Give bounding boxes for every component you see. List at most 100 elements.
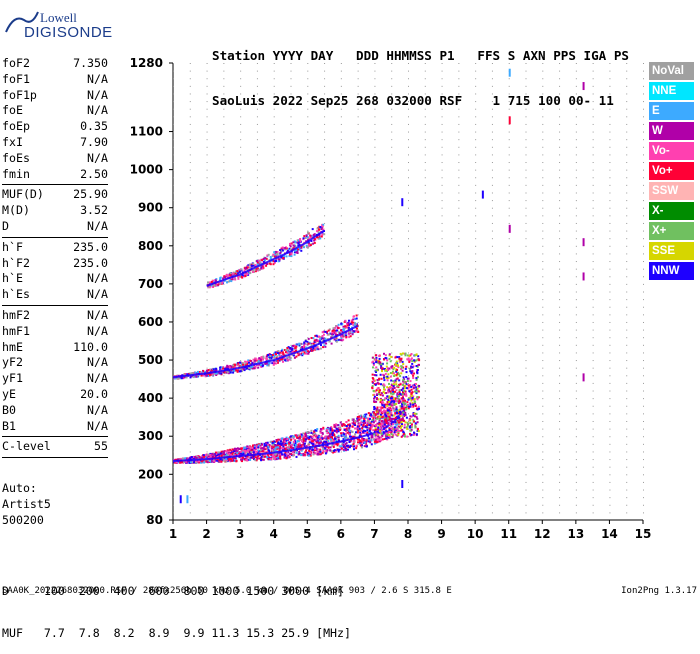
grid-dot [458,482,459,483]
grid-dot [609,246,610,247]
grid-dot [425,307,426,308]
grid-dot [492,474,493,475]
grid-dot [341,406,342,407]
grid-dot [643,322,644,323]
data-point [366,446,368,448]
grid-dot [190,398,191,399]
grid-dot [425,147,426,148]
grid-dot [475,512,476,513]
data-point [324,346,326,348]
grid-dot [358,200,359,201]
grid-dot [190,345,191,346]
data-point [279,454,281,456]
data-point [250,457,252,459]
grid-dot [374,352,375,353]
grid-dot [190,208,191,209]
grid-dot [358,444,359,445]
grid-dot [643,512,644,513]
grid-dot [593,231,594,232]
grid-dot [358,512,359,513]
data-point [316,439,318,441]
grid-dot [458,307,459,308]
grid-dot [274,429,275,430]
grid-dot [324,147,325,148]
data-point [339,426,341,428]
grid-dot [408,352,409,353]
data-point [253,451,255,453]
grid-dot [526,375,527,376]
grid-dot [526,223,527,224]
data-point [358,416,360,418]
grid-dot [207,162,208,163]
grid-dot [442,246,443,247]
data-point [279,456,281,458]
data-point [213,454,215,456]
grid-dot [425,185,426,186]
grid-dot [442,345,443,346]
grid-dot [542,147,543,148]
grid-dot [458,261,459,262]
grid-dot [542,330,543,331]
grid-dot [274,299,275,300]
grid-dot [626,444,627,445]
data-point [290,439,292,441]
grid-dot [274,132,275,133]
grid-dot [240,375,241,376]
grid-dot [526,276,527,277]
grid-dot [609,177,610,178]
grid-dot [509,360,510,361]
grid-dot [358,139,359,140]
grid-dot [240,299,241,300]
grid-dot [542,413,543,414]
grid-dot [425,406,426,407]
grid-dot [240,490,241,491]
grid-dot [257,391,258,392]
grid-dot [408,139,409,140]
y-tick-label: 1000 [130,163,163,177]
data-point [320,348,322,350]
grid-dot [257,223,258,224]
data-point [356,328,358,330]
data-point [286,438,288,440]
grid-dot [374,246,375,247]
grid-dot [509,200,510,201]
data-point [353,330,355,332]
grid-dot [458,497,459,498]
data-point [358,419,360,421]
grid-dot [307,383,308,384]
grid-dot [475,261,476,262]
grid-dot [526,269,527,270]
grid-dot [374,208,375,209]
grid-dot [223,253,224,254]
grid-dot [492,512,493,513]
grid-dot [223,406,224,407]
data-point [192,372,194,374]
grid-dot [458,436,459,437]
grid-dot [240,261,241,262]
grid-dot [240,497,241,498]
grid-dot [492,132,493,133]
grid-dot [341,223,342,224]
data-point [221,451,223,453]
grid-dot [190,154,191,155]
grid-dot [341,177,342,178]
data-point [336,431,338,433]
grid-dot [576,375,577,376]
grid-dot [492,451,493,452]
grid-dot [526,231,527,232]
data-point [298,354,300,356]
grid-dot [207,261,208,262]
grid-dot [442,398,443,399]
grid-dot [190,215,191,216]
grid-dot [274,398,275,399]
data-point [277,443,279,445]
data-point [333,444,335,446]
grid-dot [207,352,208,353]
grid-dot [307,299,308,300]
grid-dot [475,406,476,407]
grid-dot [643,299,644,300]
grid-dot [257,299,258,300]
data-point [349,331,351,333]
grid-dot [509,368,510,369]
data-point [286,347,288,349]
